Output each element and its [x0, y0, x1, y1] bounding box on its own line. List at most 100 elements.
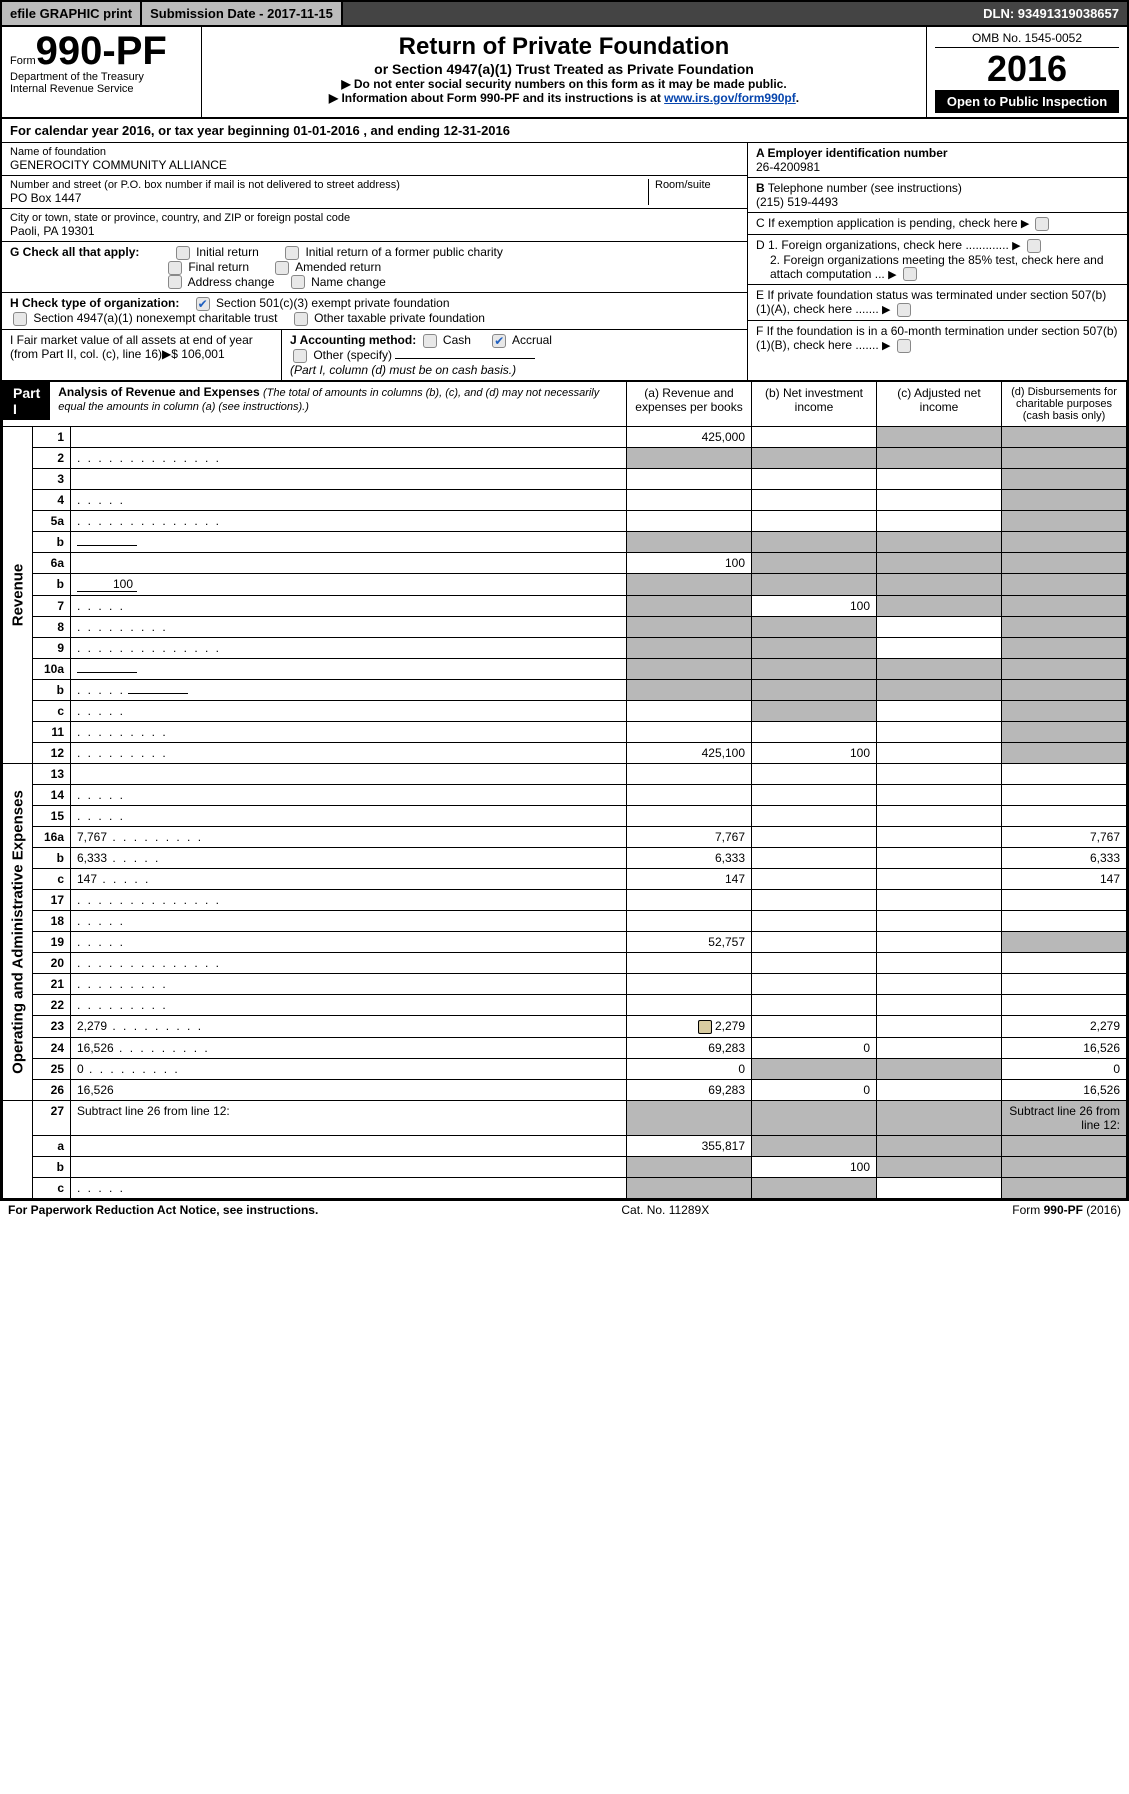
address-cell: Number and street (or P.O. box number if… — [2, 176, 747, 209]
value-cell-b: 0 — [752, 1037, 877, 1058]
checkbox-other-method[interactable] — [293, 349, 307, 363]
table-row: a355,817 — [3, 1135, 1127, 1156]
attachment-icon[interactable] — [698, 1020, 712, 1034]
dept-line2: Internal Revenue Service — [10, 83, 193, 95]
checkbox-c[interactable] — [1035, 217, 1049, 231]
checkbox-4947a1[interactable] — [13, 312, 27, 326]
value-cell-a — [627, 489, 752, 510]
value-cell-d — [1002, 973, 1127, 994]
inline-field[interactable] — [128, 693, 188, 694]
value-cell-c — [877, 868, 1002, 889]
ein-label: A Employer identification number — [756, 146, 1119, 160]
dln: DLN: 93491319038657 — [975, 2, 1127, 25]
other-method-input[interactable] — [395, 358, 535, 359]
line-desc — [71, 931, 627, 952]
value-cell-b — [752, 826, 877, 847]
form-note2: ▶ Information about Form 990-PF and its … — [210, 91, 918, 105]
checkbox-cash[interactable] — [423, 334, 437, 348]
name-label: Name of foundation — [10, 146, 739, 158]
line-desc — [71, 763, 627, 784]
line-number: 26 — [33, 1079, 71, 1100]
line-number: b — [33, 531, 71, 552]
line-desc — [71, 552, 627, 573]
checkbox-f[interactable] — [897, 339, 911, 353]
line-number: c — [33, 868, 71, 889]
checkbox-address-change[interactable] — [168, 275, 182, 289]
form-header: Form990-PF Department of the Treasury In… — [2, 27, 1127, 119]
checkbox-amended[interactable] — [275, 261, 289, 275]
checkbox-initial-return[interactable] — [176, 246, 190, 260]
value-cell-a — [627, 952, 752, 973]
value-cell-c — [877, 426, 1002, 447]
value-cell-a — [627, 1100, 752, 1135]
value-cell-d — [1002, 994, 1127, 1015]
checkbox-accrual[interactable] — [492, 334, 506, 348]
section-label: Operating and Administrative Expenses — [9, 790, 26, 1074]
value-cell-a — [627, 616, 752, 637]
value-cell-c — [877, 616, 1002, 637]
value-cell-d — [1002, 931, 1127, 952]
value-cell-a — [627, 510, 752, 531]
checkbox-d1[interactable] — [1027, 239, 1041, 253]
table-row: 1952,757 — [3, 931, 1127, 952]
line-desc — [71, 658, 627, 679]
line-desc: 100 — [71, 573, 627, 595]
value-cell-b — [752, 994, 877, 1015]
line-desc: 2,279 — [71, 1015, 627, 1037]
line-number: 16a — [33, 826, 71, 847]
e-label: E If private foundation status was termi… — [756, 288, 1106, 316]
value-cell-c — [877, 952, 1002, 973]
line-desc — [71, 805, 627, 826]
inline-field[interactable] — [77, 672, 137, 673]
line-desc — [71, 784, 627, 805]
section-label-cell: Revenue — [3, 426, 33, 763]
line-number: 4 — [33, 489, 71, 510]
checkbox-final-return[interactable] — [168, 261, 182, 275]
checkbox-initial-former[interactable] — [285, 246, 299, 260]
value-cell-c — [877, 658, 1002, 679]
value-cell-d — [1002, 1156, 1127, 1177]
value-cell-a: 100 — [627, 552, 752, 573]
line-number: 21 — [33, 973, 71, 994]
value-cell-d: 147 — [1002, 868, 1127, 889]
instructions-link[interactable]: www.irs.gov/form990pf — [664, 91, 796, 105]
value-cell-d — [1002, 447, 1127, 468]
table-row: 232,279 2,2792,279 — [3, 1015, 1127, 1037]
value-cell-a: 147 — [627, 868, 752, 889]
value-cell-d — [1002, 910, 1127, 931]
checkbox-501c3[interactable] — [196, 297, 210, 311]
form-word: Form — [10, 55, 36, 67]
value-cell-c — [877, 489, 1002, 510]
value-cell-a: 69,283 — [627, 1079, 752, 1100]
value-cell-a — [627, 637, 752, 658]
checkbox-d2[interactable] — [903, 267, 917, 281]
opt-4947a1: Section 4947(a)(1) nonexempt charitable … — [33, 311, 277, 325]
line-number: 27 — [33, 1100, 71, 1135]
value-cell-b — [752, 784, 877, 805]
inline-field[interactable] — [77, 545, 137, 546]
table-row: 4 — [3, 489, 1127, 510]
i-label: I Fair market value of all assets at end… — [10, 333, 253, 361]
value-cell-b: 100 — [752, 595, 877, 616]
foundation-name: GENEROCITY COMMUNITY ALLIANCE — [10, 158, 739, 172]
value-cell-b — [752, 700, 877, 721]
value-cell-c — [877, 931, 1002, 952]
value-cell-c — [877, 1015, 1002, 1037]
value-cell-a — [627, 700, 752, 721]
line-number: 17 — [33, 889, 71, 910]
opt-other-method: Other (specify) — [313, 348, 392, 362]
line-number: b — [33, 679, 71, 700]
checkbox-other-taxable[interactable] — [294, 312, 308, 326]
table-row: c — [3, 700, 1127, 721]
section-i: I Fair market value of all assets at end… — [2, 330, 282, 380]
inline-field[interactable]: 100 — [77, 577, 137, 592]
value-cell-c — [877, 1177, 1002, 1198]
value-cell-b — [752, 1058, 877, 1079]
checkbox-name-change[interactable] — [291, 275, 305, 289]
c-label: C If exemption application is pending, c… — [756, 216, 1018, 230]
checkbox-e[interactable] — [897, 303, 911, 317]
line-desc: Subtract line 26 from line 12: — [71, 1100, 627, 1135]
opt-initial-return: Initial return — [196, 245, 259, 259]
value-cell-b — [752, 889, 877, 910]
line-number: 20 — [33, 952, 71, 973]
